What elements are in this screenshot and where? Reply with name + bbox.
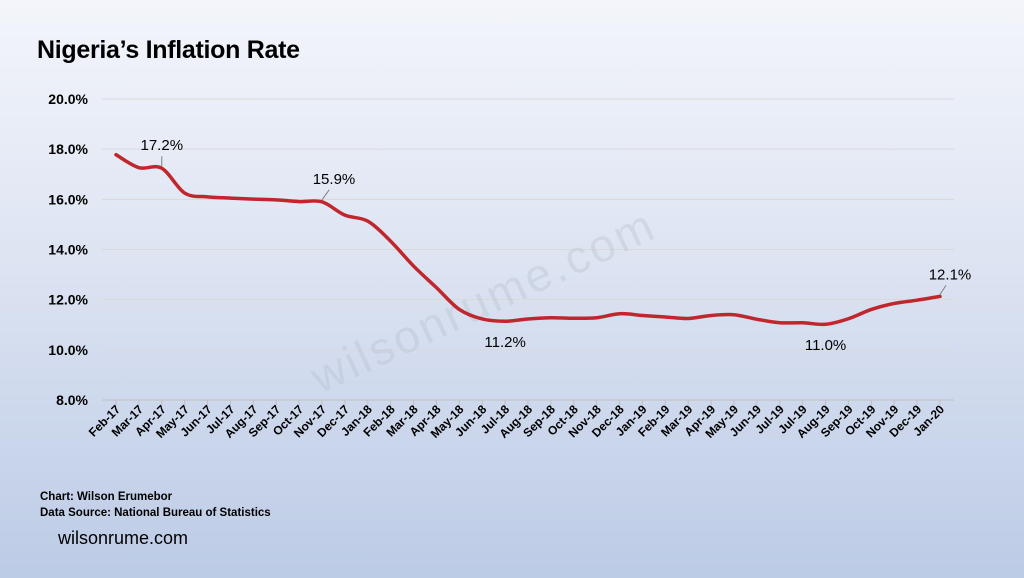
y-tick-label: 14.0% [48,242,88,258]
data-label: 11.0% [805,337,846,354]
data-label: 17.2% [141,137,184,154]
credits: Chart: Wilson Erumebor Data Source: Nati… [40,489,271,521]
y-tick-label: 10.0% [48,342,88,358]
source-credit: Data Source: National Bureau of Statisti… [40,507,271,519]
chart-title: Nigeria’s Inflation Rate [37,36,300,64]
y-tick-label: 20.0% [48,91,88,107]
inflation-series-line [114,152,942,327]
gridlines [102,98,954,401]
data-labels: 17.2% 15.9% 11.2% 11.0% 12.1% [141,137,972,354]
watermark: wilsonrume.com [302,198,664,404]
y-tick-label: 18.0% [48,141,88,157]
data-label: 12.1% [929,266,972,283]
data-label-leader [321,189,330,201]
y-tick-label: 16.0% [48,191,88,207]
y-tick-label: 8.0% [56,392,88,408]
y-axis-labels: 8.0% 10.0% 12.0% 14.0% 16.0% 18.0% 20.0% [48,91,88,408]
data-label: 11.2% [484,334,525,351]
y-tick-label: 12.0% [48,292,88,308]
data-label-leader [939,285,947,295]
chart-credit: Chart: Wilson Erumebor [40,491,173,503]
x-axis-labels: Feb-17Mar-17Apr-17May-17Jun-17Jul-17Aug-… [86,400,947,441]
data-label: 15.9% [313,171,356,188]
website-label: wilsonrume.com [58,528,189,548]
